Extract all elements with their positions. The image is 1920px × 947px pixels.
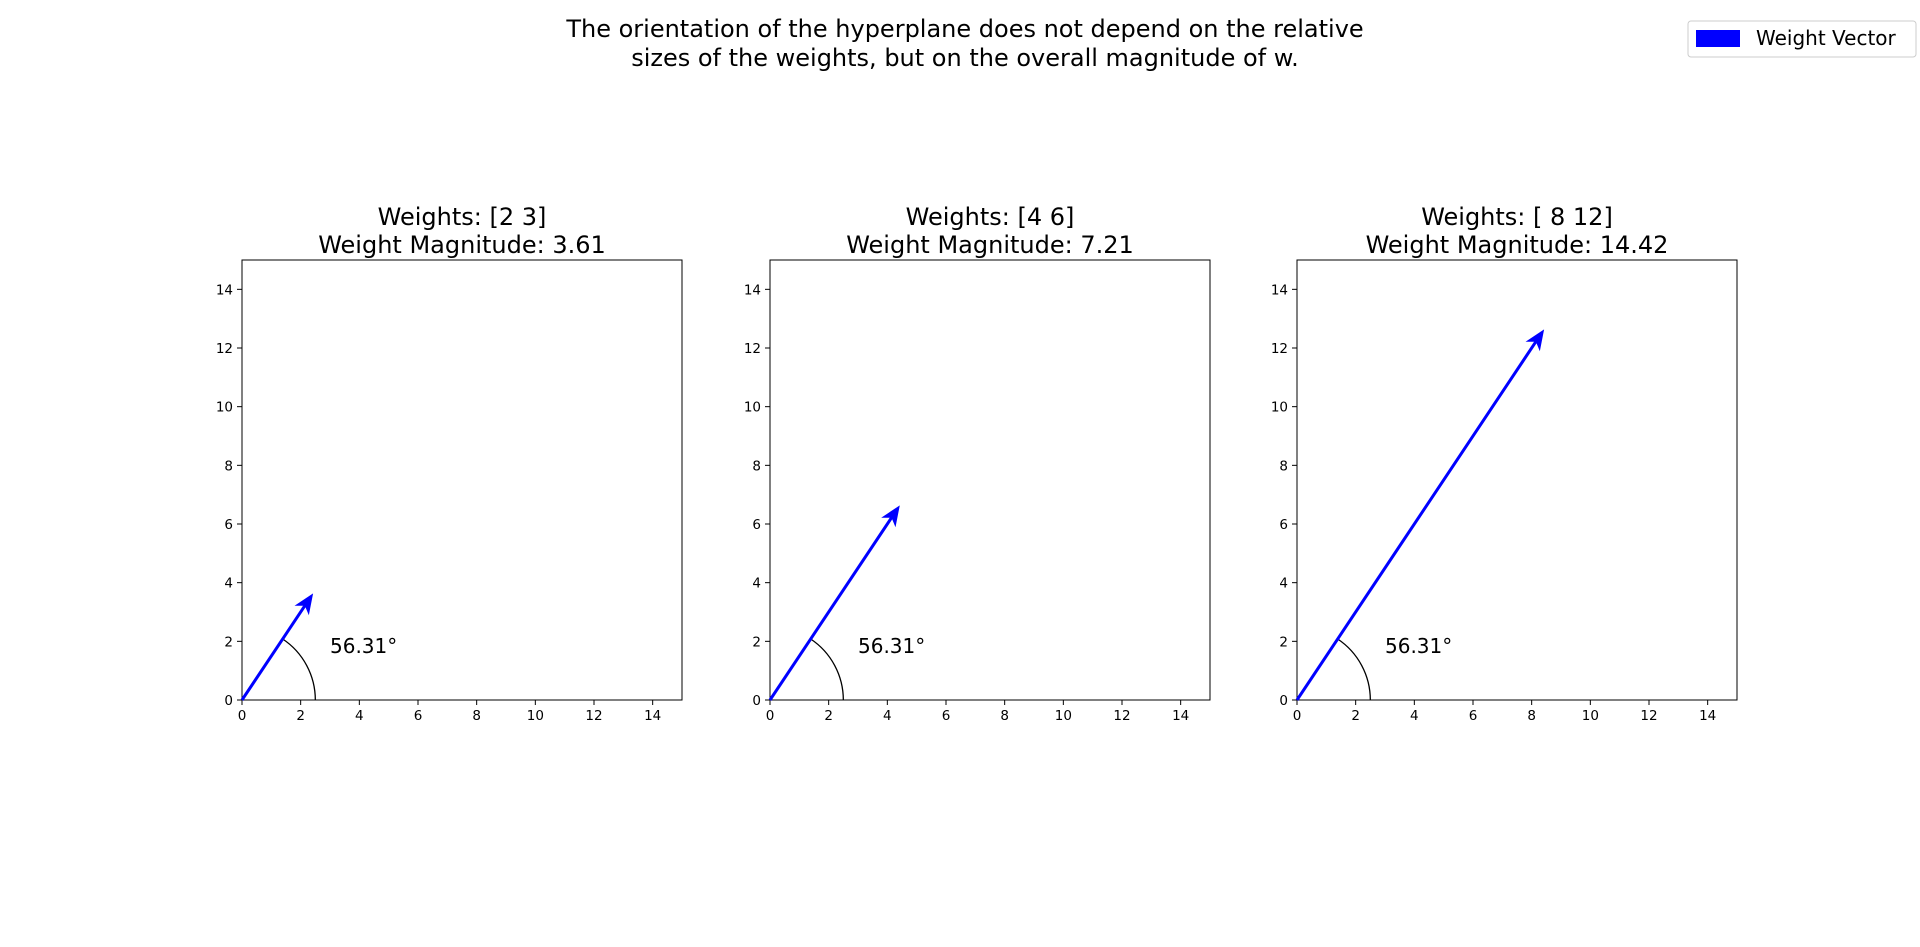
x-tick-label: 6 — [942, 708, 951, 724]
subplot-title-line-2: Weight Magnitude: 3.61 — [318, 231, 606, 259]
angle-label: 56.31° — [1385, 634, 1452, 658]
subplot-title-line-1: Weights: [ 8 12] — [1421, 203, 1613, 231]
y-tick-label: 2 — [224, 634, 233, 650]
y-tick-label: 14 — [1271, 282, 1288, 298]
y-tick-label: 10 — [1271, 400, 1288, 416]
y-tick-label: 14 — [744, 282, 761, 298]
x-tick-label: 14 — [1172, 708, 1189, 724]
x-tick-label: 6 — [414, 708, 423, 724]
y-tick-label: 0 — [224, 693, 233, 709]
y-tick-label: 0 — [1279, 693, 1288, 709]
y-tick-label: 4 — [1279, 576, 1288, 592]
angle-arc — [810, 638, 844, 701]
angle-label: 56.31° — [330, 634, 397, 658]
subplot-title-line-1: Weights: [4 6] — [906, 203, 1075, 231]
legend-label: Weight Vector — [1756, 26, 1897, 50]
angle-arc — [282, 638, 316, 701]
x-tick-label: 14 — [1699, 708, 1716, 724]
y-tick-label: 8 — [1279, 458, 1288, 474]
weight-vector-shaft — [240, 604, 307, 701]
subplot-title-line-2: Weight Magnitude: 7.21 — [846, 231, 1134, 259]
weight-vector-arrowhead — [1525, 329, 1545, 352]
x-tick-label: 4 — [355, 708, 364, 724]
y-tick-label: 14 — [216, 282, 233, 298]
y-tick-label: 10 — [216, 400, 233, 416]
y-tick-label: 0 — [752, 693, 761, 709]
y-tick-label: 6 — [752, 517, 761, 533]
legend-swatch — [1696, 30, 1740, 47]
x-tick-label: 12 — [585, 708, 602, 724]
subplots: Weights: [2 3]Weight Magnitude: 3.61 0 2 4 6… — [216, 203, 1738, 724]
x-tick-label: 8 — [472, 708, 481, 724]
subplot-1: Weights: [2 3]Weight Magnitude: 3.61 0 2 4 6… — [216, 203, 683, 724]
y-tick-label: 8 — [752, 458, 761, 474]
subplot-title-line-1: Weights: [2 3] — [378, 203, 547, 231]
weight-vector-arrowhead — [881, 505, 900, 528]
suptitle-line-1: The orientation of the hyperplane does n… — [565, 15, 1363, 43]
y-tick-label: 8 — [224, 458, 233, 474]
weight-vector-shaft — [768, 516, 894, 701]
x-tick-label: 4 — [1410, 708, 1419, 724]
x-tick-label: 6 — [1469, 708, 1478, 724]
y-tick-label: 10 — [744, 400, 761, 416]
subplot-3: Weights: [ 8 12]Weight Magnitude: 14.42 0… — [1271, 203, 1738, 724]
x-tick-label: 2 — [1351, 708, 1360, 724]
angle-arc — [1337, 638, 1371, 701]
y-tick-label: 6 — [1279, 517, 1288, 533]
x-tick-label: 10 — [527, 708, 544, 724]
x-tick-label: 0 — [1293, 708, 1302, 724]
axes-frame — [241, 259, 683, 701]
x-tick-label: 0 — [766, 708, 775, 724]
x-tick-label: 0 — [238, 708, 247, 724]
y-tick-label: 6 — [224, 517, 233, 533]
y-tick-label: 12 — [216, 341, 233, 357]
y-tick-label: 2 — [752, 634, 761, 650]
suptitle-line-2: sizes of the weights, but on the overall… — [631, 44, 1299, 72]
axes-frame — [1296, 259, 1738, 701]
x-tick-label: 12 — [1113, 708, 1130, 724]
x-tick-label: 8 — [1527, 708, 1536, 724]
y-tick-label: 12 — [744, 341, 761, 357]
x-tick-label: 4 — [883, 708, 892, 724]
y-tick-label: 4 — [752, 576, 761, 592]
legend: Weight Vector — [1687, 20, 1917, 58]
y-tick-label: 2 — [1279, 634, 1288, 650]
y-tick-label: 12 — [1271, 341, 1288, 357]
x-tick-label: 2 — [824, 708, 833, 724]
x-tick-label: 12 — [1640, 708, 1657, 724]
x-tick-label: 14 — [644, 708, 661, 724]
axes-frame — [769, 259, 1211, 701]
x-tick-label: 2 — [296, 708, 305, 724]
subplot-title-line-2: Weight Magnitude: 14.42 — [1366, 231, 1669, 259]
subplot-2: Weights: [4 6]Weight Magnitude: 7.21 0 2 4 6… — [744, 203, 1211, 724]
weight-vector-shaft — [1295, 340, 1538, 701]
angle-label: 56.31° — [858, 634, 925, 658]
x-tick-label: 8 — [1000, 708, 1009, 724]
weight-vector-arrowhead — [294, 593, 314, 616]
x-tick-label: 10 — [1055, 708, 1072, 724]
y-tick-label: 4 — [224, 576, 233, 592]
x-tick-label: 10 — [1582, 708, 1599, 724]
legend-frame — [1687, 20, 1917, 58]
